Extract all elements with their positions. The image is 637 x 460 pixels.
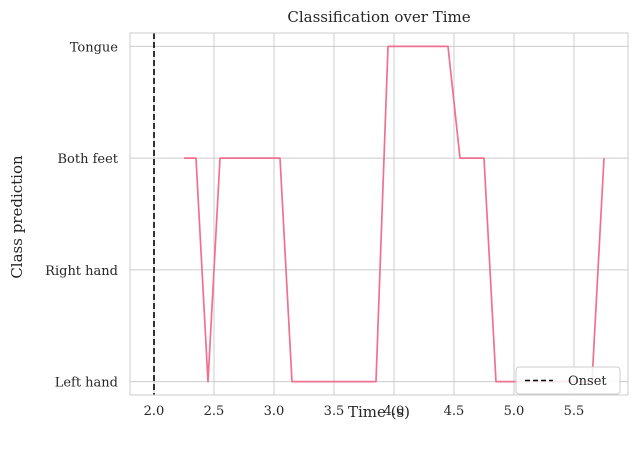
x-tick-labels: 2.0 2.5 3.0 3.5 4.0 4.5 5.0 5.5 xyxy=(144,404,585,419)
x-axis-label: Time (s) xyxy=(348,403,410,421)
x-tick-label: 3.0 xyxy=(264,404,285,419)
y-tick-label: Left hand xyxy=(55,376,118,391)
x-tick-label: 4.0 xyxy=(384,404,405,419)
legend-onset-label: Onset xyxy=(568,374,607,389)
y-tick-label: Tongue xyxy=(70,40,119,55)
chart-title: Classification over Time xyxy=(287,8,470,26)
y-tick-label: Both feet xyxy=(57,152,118,167)
y-tick-labels: Left hand Right hand Both feet Tongue xyxy=(45,40,119,390)
grid xyxy=(130,33,628,395)
x-tick-label: 4.5 xyxy=(444,404,465,419)
plot-frame xyxy=(129,32,629,396)
y-tick-label: Right hand xyxy=(45,264,118,279)
x-tick-label: 5.0 xyxy=(504,404,525,419)
legend-box xyxy=(515,366,621,395)
y-axis-label: Class prediction xyxy=(8,155,26,279)
legend: Onset xyxy=(515,366,621,395)
x-tick-label: 3.5 xyxy=(324,404,345,419)
x-tick-label: 5.5 xyxy=(564,404,585,419)
x-tick-label: 2.0 xyxy=(144,404,165,419)
x-tick-label: 2.5 xyxy=(204,404,225,419)
